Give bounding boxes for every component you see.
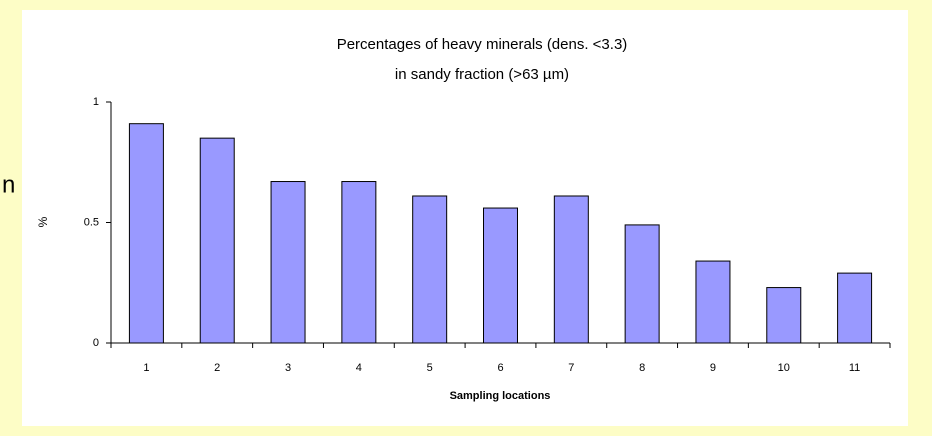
x-tick-label: 10 xyxy=(778,362,790,374)
y-tick-label: 1 xyxy=(93,96,99,108)
chart-title: in sandy fraction (>63 µm) xyxy=(395,66,569,83)
y-tick-label: 0.5 xyxy=(84,216,99,228)
y-tick-label: 0 xyxy=(93,337,99,349)
chart-title: Percentages of heavy minerals (dens. <3.… xyxy=(337,36,628,53)
x-tick-label: 6 xyxy=(497,362,503,374)
side-text: n xyxy=(2,171,15,198)
x-tick-label: 9 xyxy=(710,362,716,374)
x-tick-label: 1 xyxy=(143,362,149,374)
bar xyxy=(553,195,589,344)
x-tick-label: 4 xyxy=(356,362,362,374)
x-axis-label: Sampling locations xyxy=(450,390,551,402)
bar xyxy=(695,260,731,344)
bar xyxy=(128,123,164,344)
bar xyxy=(199,137,235,344)
y-axis-label: % xyxy=(36,216,50,227)
bar xyxy=(341,181,377,344)
x-tick-label: 11 xyxy=(849,362,860,374)
bar xyxy=(766,287,802,344)
bar xyxy=(483,207,518,344)
x-tick-label: 3 xyxy=(285,362,291,374)
bar xyxy=(412,195,448,344)
x-tick-label: 5 xyxy=(427,362,433,374)
bar xyxy=(837,272,873,344)
chart-panel xyxy=(22,10,908,426)
x-tick-label: 7 xyxy=(568,362,574,374)
bar xyxy=(624,224,660,344)
x-tick-label: 2 xyxy=(214,362,220,374)
x-tick-label: 8 xyxy=(639,362,645,374)
bar xyxy=(270,181,306,344)
